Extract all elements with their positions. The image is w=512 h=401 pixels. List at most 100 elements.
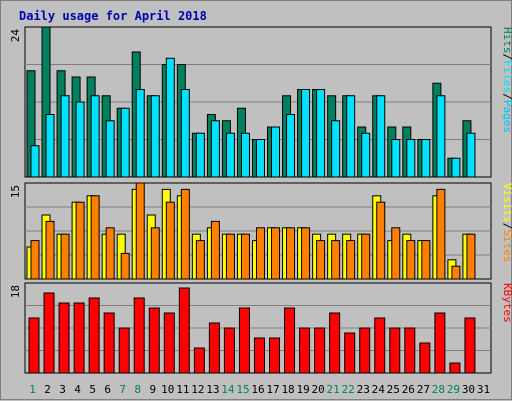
legend-separator: / — [501, 54, 512, 61]
visits-bar — [120, 252, 130, 280]
visits-bar — [346, 240, 356, 280]
x-tick-label: 24 — [372, 383, 386, 396]
x-tick-label: 17 — [266, 383, 279, 396]
legend-separator: / — [501, 93, 512, 100]
hits-bar — [346, 95, 356, 178]
visits-bar — [406, 240, 416, 280]
x-tick-label: 31 — [477, 383, 490, 396]
visits-bar — [30, 240, 40, 280]
x-tick-label: 12 — [191, 383, 204, 396]
visits-bar — [150, 227, 160, 280]
x-tick-label: 9 — [149, 383, 156, 396]
kbytes-bar — [464, 317, 476, 374]
kbytes-bar — [449, 362, 461, 374]
kbytes-bar — [163, 312, 175, 374]
visits-bar — [240, 233, 250, 280]
kbytes-bar — [238, 307, 250, 374]
x-tick-label: 30 — [462, 383, 475, 396]
chart-title: Daily usage for April 2018 — [19, 9, 207, 23]
x-tick-label: 23 — [357, 383, 370, 396]
x-tick-label: 27 — [417, 383, 430, 396]
hits-bar — [316, 89, 326, 178]
hits-bar — [406, 139, 416, 178]
kbytes-bar — [269, 337, 281, 374]
visits-bar — [105, 227, 115, 280]
hits-bar — [331, 120, 341, 178]
legend-hits: Hits — [501, 27, 512, 54]
x-tick-label: 15 — [236, 383, 249, 396]
visits-bar — [90, 195, 100, 280]
kbytes-bar — [344, 332, 356, 374]
x-tick-label: 28 — [432, 383, 445, 396]
kbytes-bar — [299, 327, 311, 374]
hits-bar — [421, 139, 431, 178]
visits-bar — [210, 220, 220, 280]
visits-bar — [301, 227, 311, 280]
hits-bar — [195, 132, 205, 178]
x-tick-label: 14 — [221, 383, 235, 396]
visits-bar — [135, 182, 145, 280]
kbytes-bar — [118, 327, 130, 374]
legend-visits: Visits — [501, 183, 512, 223]
x-tick-label: 6 — [104, 383, 111, 396]
hits-bar — [436, 95, 446, 178]
kbytes-bar — [223, 327, 235, 374]
x-tick-label: 8 — [134, 383, 141, 396]
hits-bar — [105, 120, 115, 178]
kbytes-bar — [314, 327, 326, 374]
x-tick-label: 22 — [342, 383, 355, 396]
visits-bar — [60, 233, 70, 280]
hits-bar — [391, 139, 401, 178]
kbytes-bar — [43, 292, 55, 374]
x-tick-label: 21 — [327, 383, 340, 396]
hits-legend: Hits/Files/Pages — [501, 27, 512, 133]
kbytes-bar — [253, 337, 265, 374]
legend-kbytes: KBytes — [501, 283, 512, 323]
visits-bar — [391, 227, 401, 280]
hits-bar — [45, 114, 55, 178]
visits-bar — [271, 227, 281, 280]
x-tick-label: 16 — [251, 383, 264, 396]
visits-legend: Visits/Sites — [501, 183, 512, 263]
legend-separator: / — [501, 223, 512, 230]
hits-bar — [75, 101, 85, 178]
hits-bar — [451, 157, 461, 178]
visits-bar — [376, 201, 386, 280]
legend-files: Files — [501, 60, 512, 93]
hits-bar — [466, 132, 476, 178]
hits-bar — [225, 132, 235, 178]
x-tick-label: 4 — [74, 383, 81, 396]
kbytes-bar — [58, 302, 70, 374]
kbytes-bar — [434, 312, 446, 374]
kbytes-legend: KBytes — [501, 283, 512, 323]
hits-ymax-label: 24 — [9, 29, 22, 43]
hits-bar — [240, 132, 250, 178]
hits-bar — [376, 95, 386, 178]
x-tick-label: 10 — [161, 383, 174, 396]
hits-bar — [90, 95, 100, 178]
x-tick-label: 7 — [119, 383, 126, 396]
hits-bar — [120, 107, 130, 178]
visits-bar — [421, 240, 431, 280]
kbytes-ymax-label: 18 — [9, 285, 22, 298]
kbytes-bar — [419, 342, 431, 374]
visits-bar — [316, 240, 326, 280]
kbytes-bar — [329, 312, 341, 374]
visits-ymax-label: 15 — [9, 185, 22, 198]
kbytes-bar — [148, 307, 160, 374]
visits-bar — [45, 220, 55, 280]
visits-bar — [165, 201, 175, 280]
visits-bar — [75, 201, 85, 280]
hits-bar — [286, 114, 296, 178]
visits-bar — [466, 233, 476, 280]
kbytes-bar — [374, 317, 386, 374]
legend-sites: Sites — [501, 229, 512, 262]
hits-bar — [30, 145, 40, 178]
x-tick-label: 11 — [176, 383, 189, 396]
kbytes-bar — [389, 327, 401, 374]
kbytes-bar — [193, 347, 205, 374]
kbytes-bar — [404, 327, 416, 374]
kbytes-bar — [73, 302, 85, 374]
x-tick-label: 3 — [59, 383, 66, 396]
